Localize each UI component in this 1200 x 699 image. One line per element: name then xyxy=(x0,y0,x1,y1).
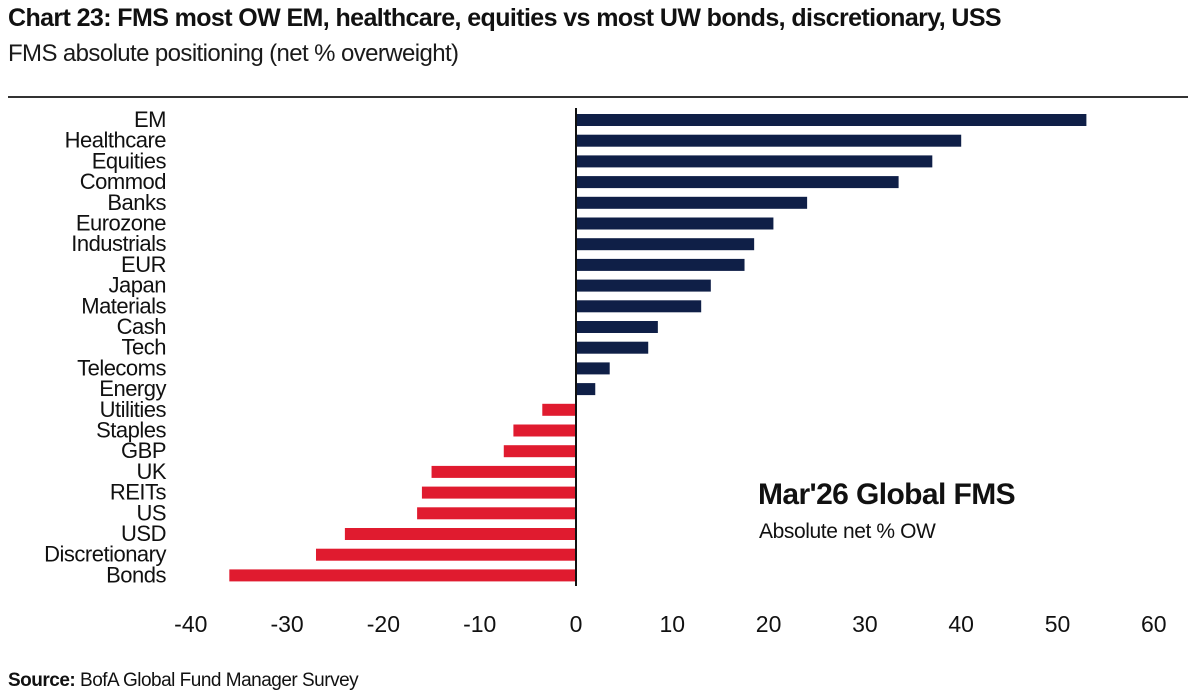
category-label-cash: Cash xyxy=(117,314,166,339)
category-label-industrials: Industrials xyxy=(71,231,166,256)
x-tick-label: 30 xyxy=(852,611,878,637)
bar-tech xyxy=(576,341,649,354)
bar-uk xyxy=(431,465,576,478)
x-tick-label: 60 xyxy=(1141,611,1167,637)
x-tick-label: -10 xyxy=(463,611,496,637)
category-label-gbp: GBP xyxy=(121,438,166,463)
bar-energy xyxy=(576,383,596,396)
bar-discretionary xyxy=(315,548,576,561)
x-tick-label: 0 xyxy=(570,611,583,637)
category-label-tech: Tech xyxy=(122,335,166,360)
bar-materials xyxy=(576,300,702,313)
bar-reits xyxy=(421,486,576,499)
category-label-eur: EUR xyxy=(121,252,166,277)
annotation-title: Mar'26 Global FMS xyxy=(758,478,1015,511)
category-labels: EMHealthcareEquitiesCommodBanksEurozoneI… xyxy=(44,107,167,587)
x-tick-label: 40 xyxy=(948,611,974,637)
category-label-eurozone: Eurozone xyxy=(76,211,166,236)
category-label-equities: Equities xyxy=(92,148,167,173)
chart-subtitle: FMS absolute positioning (net % overweig… xyxy=(8,40,459,67)
category-label-healthcare: Healthcare xyxy=(65,128,167,153)
x-tick-label: -40 xyxy=(174,611,207,637)
source-line: Source: BofA Global Fund Manager Survey xyxy=(8,670,359,692)
category-label-banks: Banks xyxy=(107,190,166,215)
bar-us xyxy=(417,507,576,520)
bar-gbp xyxy=(503,445,576,458)
bar-cash xyxy=(576,321,658,333)
category-label-discretionary: Discretionary xyxy=(44,542,166,567)
category-label-reits: REITs xyxy=(110,480,167,505)
x-tick-label: -20 xyxy=(367,611,400,637)
bar-equities xyxy=(576,155,933,168)
category-label-japan: Japan xyxy=(109,273,166,298)
category-label-materials: Materials xyxy=(81,293,166,318)
x-tick-labels: -40 -30 -20 -10 0 10 20 30 40 50 60 xyxy=(174,611,1166,637)
category-label-energy: Energy xyxy=(99,376,166,401)
bars-layer xyxy=(229,114,1087,582)
category-label-em: EM xyxy=(134,107,166,132)
bar-staples xyxy=(513,424,576,437)
source-text: BofA Global Fund Manager Survey xyxy=(80,670,359,691)
annotation-subtitle: Absolute net % OW xyxy=(759,520,936,543)
category-label-us: US xyxy=(136,500,166,525)
bar-eurozone xyxy=(576,217,774,230)
bar-em xyxy=(576,114,1087,126)
x-tick-label: 10 xyxy=(660,611,686,637)
category-label-utilities: Utilities xyxy=(100,397,167,422)
category-label-uk: UK xyxy=(136,459,166,484)
x-tick-label: -30 xyxy=(270,611,303,637)
source-label: Source: xyxy=(8,670,76,691)
title-divider xyxy=(8,96,1188,98)
chart-title: Chart 23: FMS most OW EM, healthcare, eq… xyxy=(8,4,1002,32)
bar-industrials xyxy=(576,238,755,251)
category-label-commod: Commod xyxy=(80,169,166,194)
bar-healthcare xyxy=(576,134,962,147)
category-label-staples: Staples xyxy=(96,418,166,443)
bar-utilities xyxy=(542,403,576,416)
category-label-telecoms: Telecoms xyxy=(77,355,166,380)
x-tick-label: 50 xyxy=(1045,611,1071,637)
bar-japan xyxy=(576,279,711,292)
x-tick-label: 20 xyxy=(756,611,782,637)
bar-telecoms xyxy=(576,362,610,375)
category-label-usd: USD xyxy=(121,521,166,546)
bar-commod xyxy=(576,176,899,189)
bar-bonds xyxy=(229,569,576,582)
bar-usd xyxy=(344,528,576,540)
category-label-bonds: Bonds xyxy=(106,562,166,587)
bar-banks xyxy=(576,196,808,209)
bar-eur xyxy=(576,258,745,271)
